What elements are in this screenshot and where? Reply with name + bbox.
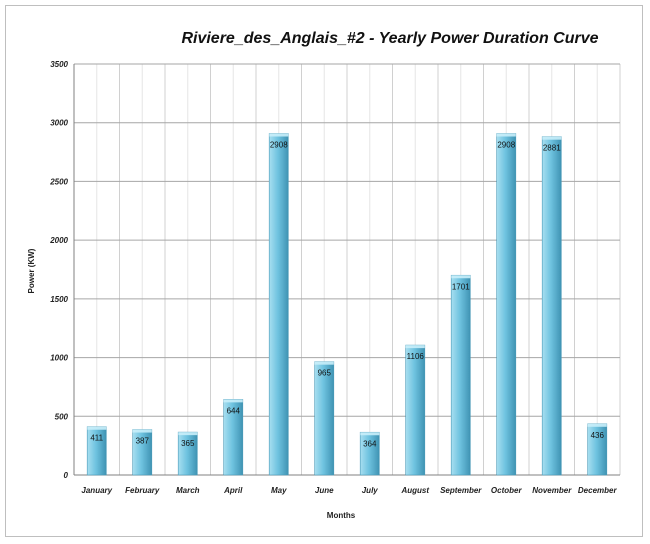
bar (450, 274, 471, 476)
x-tick-label: January (81, 486, 112, 495)
y-tick-label: 3000 (50, 119, 68, 128)
bar-top (178, 432, 198, 436)
x-tick-label: April (223, 486, 243, 495)
bar-top (314, 361, 334, 365)
y-tick-label: 0 (64, 471, 69, 480)
y-tick-label: 1500 (50, 295, 68, 304)
bar-top (269, 133, 289, 137)
bar-top (223, 399, 243, 403)
y-tick-label: 3500 (50, 60, 68, 69)
bar (268, 133, 289, 476)
x-tick-label: February (125, 486, 160, 495)
data-label: 1106 (407, 352, 425, 361)
y-tick-label: 500 (55, 412, 69, 421)
data-label: 387 (136, 437, 150, 446)
bar-top (87, 426, 107, 430)
gridlines (73, 63, 621, 476)
bar (541, 136, 562, 476)
x-tick-label: August (400, 486, 429, 495)
data-label: 2908 (270, 141, 288, 150)
y-tick-label: 2000 (49, 236, 68, 245)
data-label: 365 (181, 439, 195, 448)
bar (405, 344, 426, 476)
x-tick-label: November (532, 486, 572, 495)
x-tick-label: May (271, 486, 287, 495)
bar-top (496, 133, 516, 137)
y-tick-label: 1000 (50, 354, 68, 363)
data-label: 364 (363, 439, 377, 448)
x-tick-label: September (440, 486, 482, 495)
bar-top (360, 432, 380, 436)
y-axis-label: Power (KW) (27, 248, 36, 293)
bar-top (542, 136, 562, 140)
bar-top (132, 429, 152, 433)
data-label: 2881 (543, 144, 561, 153)
x-tick-label: July (362, 486, 379, 495)
x-tick-label: June (315, 486, 334, 495)
y-tick-labels: 0 500 1000 1500 2000 2500 3000 3500 (49, 60, 68, 480)
data-label: 965 (318, 369, 332, 378)
bar-top (405, 345, 425, 349)
data-label: 644 (227, 406, 241, 415)
bar (496, 133, 517, 476)
bar-top (451, 275, 471, 279)
data-label: 2908 (497, 141, 515, 150)
x-tick-label: December (578, 486, 618, 495)
x-axis-label: Months (327, 511, 356, 520)
data-label: 1701 (452, 282, 470, 291)
bar-top (587, 423, 607, 427)
x-tick-labels: January February March April May June July Augu… (81, 486, 617, 495)
x-tick-label: March (176, 486, 200, 495)
chart-title: Riviere_des_Anglais_#2 - Yearly Power Du… (181, 30, 598, 47)
bars: 411 387 365 644 2908 965 364 1106 1701 2908 2881 43… (86, 133, 608, 476)
y-tick-label: 2500 (49, 177, 68, 186)
data-label: 436 (591, 431, 605, 440)
x-tick-label: October (491, 486, 523, 495)
bar (314, 361, 335, 476)
data-label: 411 (90, 434, 103, 443)
